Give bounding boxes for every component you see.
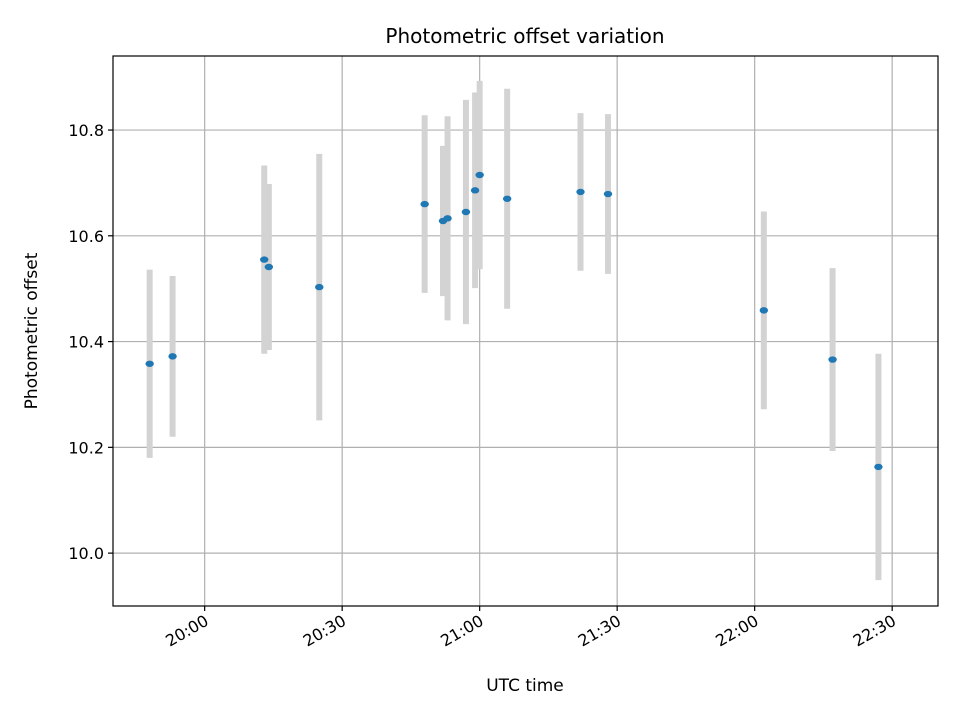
error-bars <box>146 80 882 581</box>
data-point <box>502 195 512 202</box>
data-point <box>461 208 471 216</box>
data-point <box>168 353 177 360</box>
data-point <box>603 190 613 198</box>
y-tick-label: 10.4 <box>68 333 104 352</box>
data-point <box>315 283 324 291</box>
x-tick-label: 21:00 <box>437 611 486 651</box>
y-axis: 10.0 10.2 10.4 10.6 10.8 <box>68 121 113 563</box>
data-point <box>828 356 837 363</box>
x-tick-label: 21:30 <box>575 611 624 651</box>
data-point <box>145 360 154 367</box>
data-point <box>470 187 480 194</box>
x-axis-label: UTC time <box>486 676 564 696</box>
plot-area <box>112 55 939 607</box>
chart-title: Photometric offset variation <box>385 24 664 48</box>
data-point <box>260 256 269 263</box>
y-tick-label: 10.0 <box>68 544 104 563</box>
x-tick-label: 22:30 <box>850 611 899 651</box>
data-points <box>145 171 883 471</box>
data-point <box>264 263 274 271</box>
grid <box>113 56 938 606</box>
x-tick-label: 22:00 <box>712 611 761 651</box>
y-tick-label: 10.6 <box>68 227 104 246</box>
data-point <box>443 215 452 222</box>
y-axis-label: Photometric offset <box>22 252 42 409</box>
data-point <box>874 463 883 471</box>
data-point <box>576 188 585 196</box>
x-tick-label: 20:00 <box>162 611 211 651</box>
y-tick-label: 10.2 <box>68 438 104 457</box>
data-point <box>420 200 429 208</box>
y-tick-label: 10.8 <box>68 121 104 140</box>
x-tick-label: 20:30 <box>300 611 349 651</box>
data-point <box>759 307 769 314</box>
data-point <box>475 171 484 179</box>
x-axis: 20:00 20:30 21:00 21:30 22:00 22:30 <box>162 606 899 651</box>
